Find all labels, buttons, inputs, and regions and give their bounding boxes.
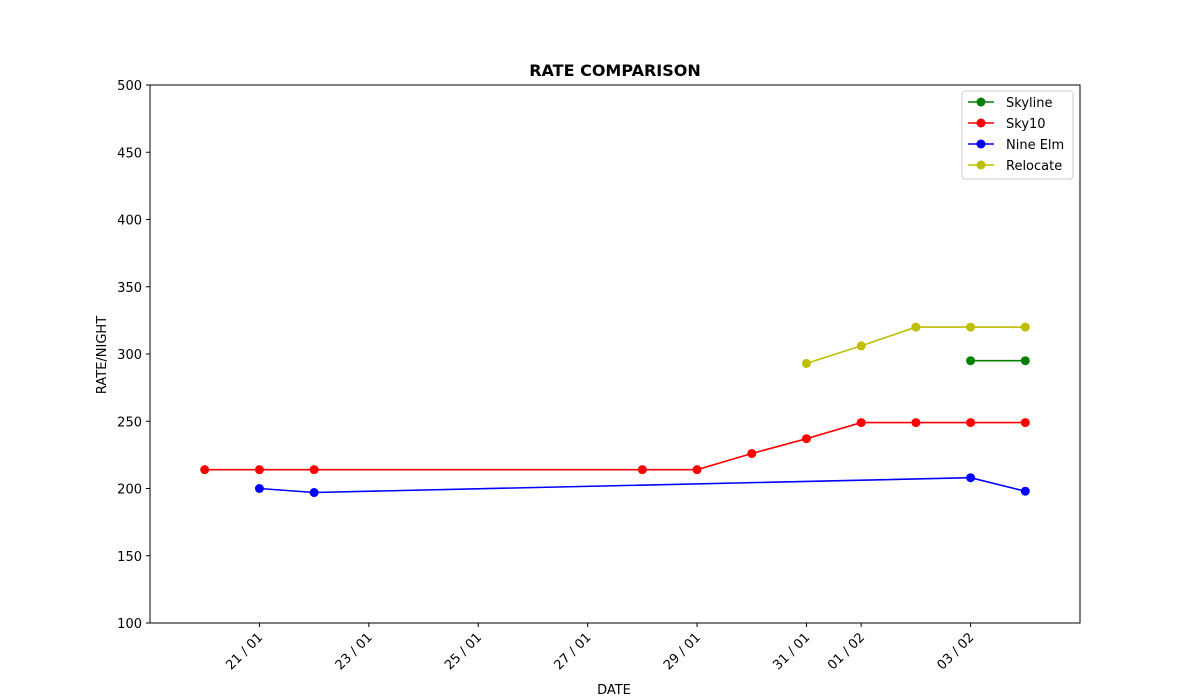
data-point xyxy=(309,465,319,475)
data-point xyxy=(911,418,921,428)
legend-entry: Relocate xyxy=(968,159,1062,174)
y-axis-ticks: 100 150 200 250 300 350 400 450 500 xyxy=(117,79,150,632)
y-tick-label: 250 xyxy=(117,415,142,430)
legend-label: Skyline xyxy=(1006,96,1052,111)
series-line xyxy=(204,421,1026,471)
data-point xyxy=(966,356,976,366)
data-point xyxy=(966,322,976,332)
x-axis-label: DATE xyxy=(597,683,631,698)
y-tick-label: 300 xyxy=(117,348,142,363)
data-point xyxy=(254,484,264,493)
series-line xyxy=(806,326,1026,365)
legend: Skyline Sky10 Nine Elm Relocate xyxy=(961,90,1074,180)
legend-entry: Skyline xyxy=(968,96,1052,111)
legend-marker xyxy=(976,118,986,128)
legend-label: Nine Elm xyxy=(1006,138,1064,153)
y-tick-label: 100 xyxy=(117,617,142,632)
data-point xyxy=(966,473,976,483)
x-tick-label: 29 / 01 xyxy=(661,630,704,673)
legend-entry: Nine Elm xyxy=(968,138,1064,153)
x-tick-label: 27 / 01 xyxy=(552,630,595,673)
series-nine-elm xyxy=(254,473,1030,498)
series-line xyxy=(259,476,1026,494)
data-point xyxy=(692,465,702,475)
data-point xyxy=(747,449,757,459)
data-point xyxy=(1020,322,1030,332)
series-layer xyxy=(200,322,1030,498)
chart-title: RATE COMPARISON xyxy=(529,61,701,80)
y-tick-label: 500 xyxy=(117,79,142,94)
y-tick-label: 450 xyxy=(117,146,142,161)
x-tick-label: 25 / 01 xyxy=(442,630,485,673)
data-point xyxy=(801,434,811,444)
data-point xyxy=(856,418,866,428)
x-tick-label: 23 / 01 xyxy=(333,630,376,673)
data-point xyxy=(801,358,811,368)
plot-frame xyxy=(149,84,1081,624)
series-relocate xyxy=(801,322,1030,368)
data-point xyxy=(911,322,921,332)
data-point xyxy=(856,341,866,351)
legend-marker xyxy=(976,97,986,107)
series-skyline xyxy=(966,356,1030,366)
data-point xyxy=(1020,418,1030,428)
x-tick-label: 21 / 01 xyxy=(223,630,266,673)
legend-marker xyxy=(976,160,986,170)
legend-entry: Sky10 xyxy=(968,117,1046,132)
legend-label: Sky10 xyxy=(1006,117,1046,132)
data-point xyxy=(254,465,264,475)
legend-marker xyxy=(976,139,986,149)
x-tick-label: 01 / 02 xyxy=(825,630,868,673)
legend-label: Relocate xyxy=(1006,159,1062,174)
series-sky10 xyxy=(200,418,1030,475)
data-point xyxy=(966,418,976,428)
y-tick-label: 350 xyxy=(117,281,142,296)
y-tick-label: 400 xyxy=(117,214,142,229)
y-tick-label: 150 xyxy=(117,550,142,565)
data-point xyxy=(309,488,319,498)
y-tick-label: 200 xyxy=(117,483,142,498)
data-point xyxy=(200,465,210,475)
y-axis-label: RATE/NIGHT xyxy=(95,316,110,394)
x-axis-ticks: 21 / 01 23 / 01 25 / 01 27 / 01 29 / 01 31 / … xyxy=(223,623,977,673)
data-point xyxy=(1020,486,1030,496)
x-tick-label: 03 / 02 xyxy=(934,630,977,673)
legend-box xyxy=(961,90,1074,180)
x-tick-label: 31 / 01 xyxy=(770,630,813,673)
data-point xyxy=(637,465,647,475)
data-point xyxy=(1020,356,1030,366)
